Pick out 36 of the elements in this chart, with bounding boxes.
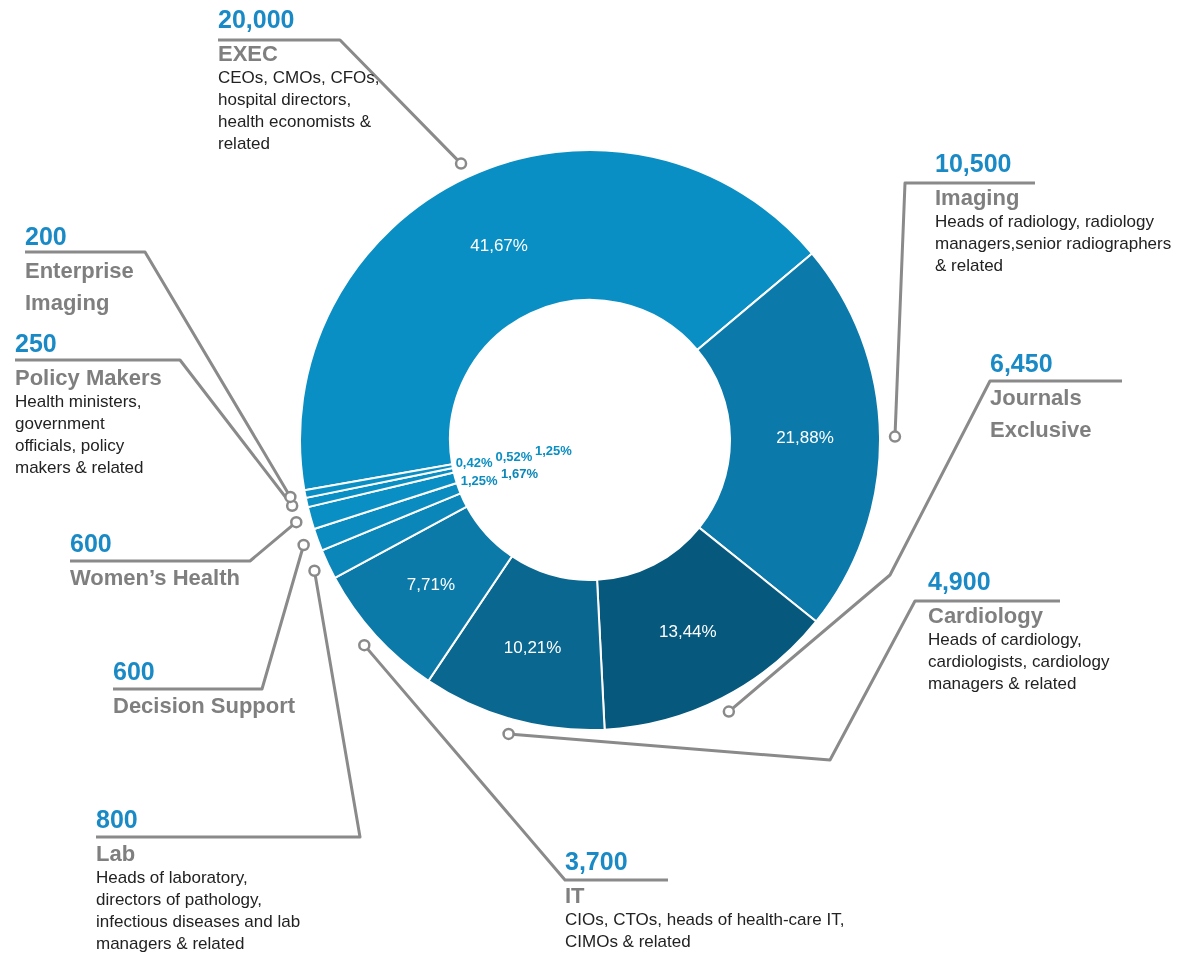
data-label: 21,88% (776, 428, 834, 448)
data-label: 0,52% (495, 449, 533, 465)
slice-label: Enterprise Imaging (25, 258, 134, 315)
text: 20,000 (218, 5, 295, 33)
data-label: 13,44% (659, 621, 717, 641)
text: 800 (96, 805, 138, 833)
slice-label: Lab (96, 841, 136, 866)
data-label: 10,21% (503, 637, 562, 657)
data-label: 1,25% (534, 442, 573, 458)
text: 600 (70, 529, 112, 557)
text: Heads of radiology, radiology managers,senior radiographers & related (935, 212, 1172, 275)
data-label: 0,42% (455, 454, 493, 470)
text: 3,700 (565, 847, 628, 875)
text: CIOs, CTOs, heads of health-care IT, CIMOs & related (565, 910, 845, 951)
text: CEOs, CMOs, CFOs, hospital directors, health economists & related (218, 68, 380, 153)
slice-label: Imaging (935, 185, 1020, 210)
slice-label: Women’s Health (70, 565, 240, 590)
text: 600 (113, 657, 155, 685)
text: 200 (25, 222, 67, 250)
slice-label: Decision Support (113, 693, 296, 718)
data-label: 41,67% (470, 235, 528, 255)
text: 10,500 (935, 149, 1012, 177)
text: Health ministers, government officials, policy makers & related (15, 392, 144, 477)
data-label: 7,71% (406, 575, 455, 595)
text: 6,450 (990, 349, 1053, 377)
data-label: 1,67% (501, 465, 539, 481)
slice-label: IT (565, 883, 586, 908)
text: 4,900 (928, 567, 991, 595)
slice-label: Journals Exclusive (990, 385, 1092, 442)
slice-label: Policy Makers (15, 365, 162, 390)
data-label: 1,25% (460, 473, 499, 489)
slice-label: EXEC (218, 41, 279, 66)
text: 250 (15, 329, 57, 357)
text: Heads of cardiology, cardiologists, cardiology managers & related (928, 630, 1110, 693)
slice-label: Cardiology (928, 603, 1044, 628)
text: Heads of laboratory, directors of pathology, infectious diseases and lab managers & related (96, 868, 301, 953)
